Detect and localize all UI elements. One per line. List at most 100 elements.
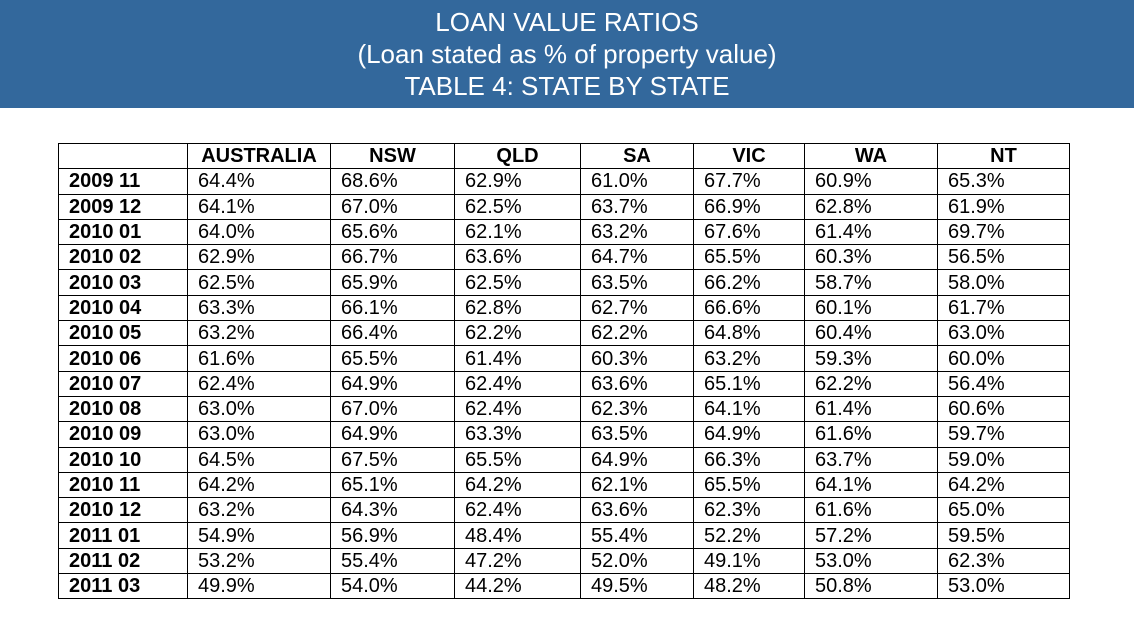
row-label: 2009 12	[58, 193, 188, 220]
table-cell: 64.9%	[693, 421, 805, 448]
table-cell: 63.2%	[187, 497, 331, 524]
table-cell: 60.3%	[804, 244, 938, 271]
table-cell: 44.2%	[454, 573, 581, 600]
table-cell: 55.4%	[330, 547, 455, 575]
table-cell: 62.5%	[187, 269, 331, 296]
table-cell: 66.4%	[330, 320, 455, 347]
table-cell: 65.5%	[693, 471, 805, 499]
table-cell: 61.4%	[454, 345, 581, 372]
column-header: AUSTRALIA	[187, 142, 331, 170]
title-banner: LOAN VALUE RATIOS (Loan stated as % of p…	[0, 0, 1134, 108]
table-cell: 48.2%	[693, 573, 805, 600]
table-cell: 64.0%	[187, 218, 331, 246]
table-cell: 62.1%	[454, 218, 581, 246]
table-cell: 60.6%	[937, 395, 1070, 423]
table-cell: 60.4%	[804, 320, 938, 347]
table-cell: 62.2%	[580, 320, 694, 347]
table-cell: 61.4%	[804, 218, 938, 246]
table-cell: 65.1%	[693, 370, 805, 397]
table-cell: 61.4%	[804, 395, 938, 423]
table-row: 2011 03 49.9% 54.0% 44.2% 49.5% 48.2% 50.8% 53.…	[58, 573, 1070, 600]
table-cell: 56.9%	[330, 522, 455, 549]
table-cell: 65.6%	[330, 218, 455, 246]
column-header: NSW	[330, 142, 455, 170]
table-cell: 60.9%	[804, 168, 938, 195]
table-row: 2010 11 64.2% 65.1% 64.2% 62.1% 65.5% 64.1% 64.…	[58, 471, 1070, 499]
table-cell: 61.6%	[804, 421, 938, 448]
table-cell: 61.7%	[937, 294, 1070, 322]
title-line-2: (Loan stated as % of property value)	[357, 39, 777, 69]
table-cell: 62.4%	[454, 370, 581, 397]
table-cell: 64.3%	[330, 497, 455, 524]
table-cell: 64.9%	[580, 446, 694, 473]
table-cell: 66.7%	[330, 244, 455, 271]
table-row: 2010 01 64.0% 65.6% 62.1% 63.2% 67.6% 61.4% 69.…	[58, 218, 1070, 246]
table-cell: 52.2%	[693, 522, 805, 549]
table-cell: 60.3%	[580, 345, 694, 372]
table-row: 2010 08 63.0% 67.0% 62.4% 62.3% 64.1% 61.4% 60.…	[58, 395, 1070, 423]
table-cell: 64.1%	[187, 193, 331, 220]
table-cell: 63.6%	[580, 370, 694, 397]
table-cell: 62.3%	[693, 497, 805, 524]
table-cell: 53.0%	[937, 573, 1070, 600]
table-cell: 62.8%	[804, 193, 938, 220]
table-cell: 60.1%	[804, 294, 938, 322]
table-row: 2010 03 62.5% 65.9% 62.5% 63.5% 66.2% 58.7% 58.…	[58, 269, 1070, 296]
table-cell: 50.8%	[804, 573, 938, 600]
table-cell: 69.7%	[937, 218, 1070, 246]
table-cell: 49.9%	[187, 573, 331, 600]
loan-value-ratio-table: AUSTRALIA NSW QLD SA VIC WA NT 2009 11 64.4% 68.…	[58, 142, 1070, 600]
table-cell: 68.6%	[330, 168, 455, 195]
table-cell: 55.4%	[580, 522, 694, 549]
table-row: 2010 04 63.3% 66.1% 62.8% 62.7% 66.6% 60.1% 61.…	[58, 294, 1070, 322]
table-cell: 62.8%	[454, 294, 581, 322]
table-cell: 49.5%	[580, 573, 694, 600]
table-cell: 63.5%	[580, 269, 694, 296]
table-cell: 61.9%	[937, 193, 1070, 220]
column-header: VIC	[693, 142, 805, 170]
row-label: 2011 01	[58, 522, 188, 549]
table-cell: 62.3%	[937, 547, 1070, 575]
table-cell: 63.2%	[693, 345, 805, 372]
table-cell: 64.9%	[330, 370, 455, 397]
table-cell: 64.4%	[187, 168, 331, 195]
table-cell: 60.0%	[937, 345, 1070, 372]
row-label: 2010 03	[58, 269, 188, 296]
table-header-row: AUSTRALIA NSW QLD SA VIC WA NT	[58, 142, 1070, 170]
table-row: 2009 12 64.1% 67.0% 62.5% 63.7% 66.9% 62.8% 61.…	[58, 193, 1070, 220]
table-cell: 63.0%	[187, 395, 331, 423]
table-cell: 63.2%	[580, 218, 694, 246]
row-label: 2009 11	[58, 168, 188, 195]
table-cell: 64.2%	[937, 471, 1070, 499]
table-cell: 59.5%	[937, 522, 1070, 549]
table-cell: 57.2%	[804, 522, 938, 549]
table-cell: 53.0%	[804, 547, 938, 575]
table-cell: 62.4%	[454, 395, 581, 423]
table-cell: 63.7%	[804, 446, 938, 473]
table-cell: 63.2%	[187, 320, 331, 347]
table-cell: 58.7%	[804, 269, 938, 296]
table-row: 2009 11 64.4% 68.6% 62.9% 61.0% 67.7% 60.9% 65.…	[58, 168, 1070, 195]
table-cell: 65.1%	[330, 471, 455, 499]
table-cell: 67.5%	[330, 446, 455, 473]
table-cell: 58.0%	[937, 269, 1070, 296]
table-row: 2010 02 62.9% 66.7% 63.6% 64.7% 65.5% 60.3% 56.…	[58, 244, 1070, 271]
table-cell: 65.5%	[454, 446, 581, 473]
column-header: QLD	[454, 142, 581, 170]
table-cell: 65.0%	[937, 497, 1070, 524]
table-row: 2010 09 63.0% 64.9% 63.3% 63.5% 64.9% 61.6% 59.…	[58, 421, 1070, 448]
table-cell: 67.6%	[693, 218, 805, 246]
table-cell: 64.5%	[187, 446, 331, 473]
table-row: 2010 10 64.5% 67.5% 65.5% 64.9% 66.3% 63.7% 59.…	[58, 446, 1070, 473]
table-cell: 62.2%	[804, 370, 938, 397]
table-cell: 49.1%	[693, 547, 805, 575]
table-cell: 65.3%	[937, 168, 1070, 195]
table-body: 2009 11 64.4% 68.6% 62.9% 61.0% 67.7% 60.9% 65.…	[58, 168, 1070, 600]
row-label: 2011 03	[58, 573, 188, 600]
table-cell: 61.6%	[187, 345, 331, 372]
table-cell: 66.6%	[693, 294, 805, 322]
row-label: 2011 02	[58, 547, 188, 575]
table-cell: 64.2%	[187, 471, 331, 499]
table-cell: 62.3%	[580, 395, 694, 423]
table-row: 2011 02 53.2% 55.4% 47.2% 52.0% 49.1% 53.0% 62.…	[58, 547, 1070, 575]
